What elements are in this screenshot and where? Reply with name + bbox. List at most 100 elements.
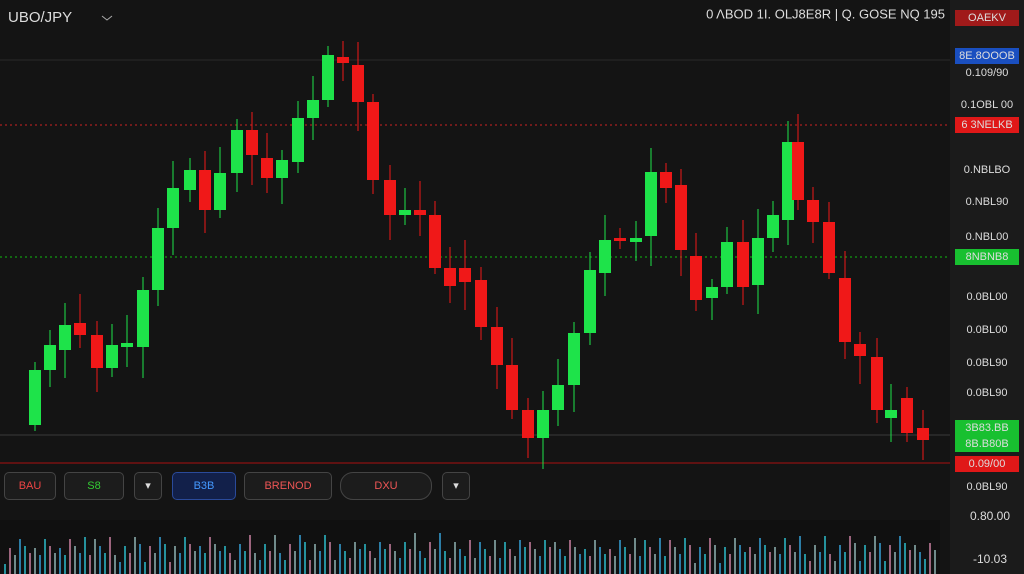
volume-bar	[734, 538, 736, 574]
volume-bar	[724, 547, 726, 574]
volume-bar	[819, 552, 821, 574]
header-stats: 0 ΛBOD 1I. OLJ8E8R | Q. GOSE NQ 195	[706, 6, 945, 21]
volume-bar	[859, 561, 861, 574]
volume-bar	[549, 547, 551, 574]
candle-body	[839, 278, 851, 342]
dropdown-icon[interactable]	[101, 15, 113, 21]
volume-bar	[364, 544, 366, 574]
volume-bar	[174, 546, 176, 574]
volume-bar	[79, 553, 81, 574]
volume-bar	[654, 554, 656, 574]
button[interactable]: DXU	[340, 472, 432, 500]
volume-bar	[684, 538, 686, 574]
volume-bar	[809, 561, 811, 574]
volume-bar	[579, 554, 581, 574]
candle-body	[823, 222, 835, 273]
volume-bar	[64, 555, 66, 574]
button[interactable]: ▾	[442, 472, 470, 500]
volume-bar	[99, 546, 101, 574]
volume-bar	[604, 554, 606, 574]
volume-bar	[929, 543, 931, 574]
candle-body	[414, 210, 426, 215]
candle-body	[322, 55, 334, 100]
volume-bar	[284, 560, 286, 574]
volume-bar	[374, 558, 376, 574]
candle-body	[792, 142, 804, 200]
volume-bar	[514, 556, 516, 574]
footer-volume: -10.03	[973, 552, 1007, 566]
symbol[interactable]: UBO/JPY	[8, 9, 72, 26]
candle-body	[74, 323, 86, 335]
price-label: 0.NBL00	[966, 231, 1009, 243]
volume-bar	[469, 540, 471, 574]
price-tag	[955, 10, 1019, 26]
price-label: 6 3NELKB	[961, 119, 1012, 131]
candle-body	[121, 343, 133, 347]
volume-bar	[184, 537, 186, 574]
price-label: 0.0BL00	[967, 324, 1008, 336]
volume-bar	[589, 556, 591, 574]
button[interactable]: BRENOD	[244, 472, 332, 500]
price-label: 8E.8OOOB	[959, 50, 1015, 62]
price-label: 0.109/90	[966, 67, 1009, 79]
volume-bar	[519, 540, 521, 574]
volume-bar	[234, 560, 236, 574]
price-label: 3B83.BB	[965, 422, 1008, 434]
volume-bar	[899, 536, 901, 574]
volume-bar	[89, 555, 91, 574]
volume-bar	[559, 549, 561, 574]
volume-bar	[689, 545, 691, 574]
volume-bar	[414, 533, 416, 574]
volume-bar	[134, 537, 136, 574]
button[interactable]: S8	[64, 472, 124, 500]
candle-body	[871, 357, 883, 410]
volume-bar	[454, 542, 456, 574]
volume-bar	[704, 554, 706, 574]
candle-body	[429, 215, 441, 268]
candle-body	[44, 345, 56, 370]
volume-bar	[249, 535, 251, 574]
price-tag	[955, 48, 1019, 64]
candle-body	[506, 365, 518, 410]
volume-bar	[824, 536, 826, 574]
price-label: 0.1OBL 00	[961, 99, 1013, 111]
volume-bar	[399, 558, 401, 574]
volume-bar	[934, 550, 936, 574]
volume-bar	[554, 542, 556, 574]
volume-bar	[799, 536, 801, 574]
volume-bar	[664, 556, 666, 574]
candle-body	[475, 280, 487, 327]
price-label: 0.0BL90	[967, 387, 1008, 399]
volume-bar	[319, 551, 321, 574]
volume-bar	[459, 549, 461, 574]
volume-bar	[529, 542, 531, 574]
volume-bar	[409, 549, 411, 574]
candle-body	[614, 238, 626, 241]
button[interactable]: BAU	[4, 472, 56, 500]
price-label: 0.NBL90	[966, 196, 1009, 208]
volume-bar	[464, 556, 466, 574]
volume-bar	[369, 551, 371, 574]
volume-bar	[4, 564, 6, 574]
footer-price: 0.80.00	[970, 509, 1010, 523]
candle-body	[292, 118, 304, 162]
volume-bar	[619, 540, 621, 574]
volume-bar	[709, 538, 711, 574]
volume-bar	[599, 547, 601, 574]
volume-bar	[299, 535, 301, 574]
candle-body	[444, 268, 456, 286]
volume-bar	[694, 563, 696, 574]
volume-bar	[49, 546, 51, 574]
volume-bar	[194, 551, 196, 574]
price-axis-bg	[950, 0, 1024, 574]
volume-bar	[659, 538, 661, 574]
volume-bar	[444, 551, 446, 574]
candle-body	[261, 158, 273, 178]
price-label: 0.0BL00	[967, 291, 1008, 303]
volume-bar	[534, 549, 536, 574]
candle-body	[137, 290, 149, 347]
button[interactable]: ▾	[134, 472, 162, 500]
button[interactable]: B3B	[172, 472, 236, 500]
candle-body	[645, 172, 657, 236]
